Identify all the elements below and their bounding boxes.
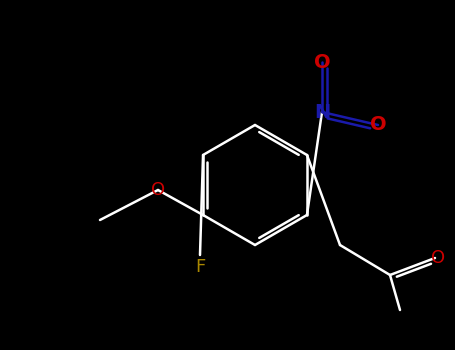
Text: O: O: [151, 181, 165, 199]
Text: O: O: [313, 52, 330, 71]
Text: F: F: [195, 258, 205, 276]
Text: O: O: [369, 116, 386, 134]
Text: N: N: [314, 103, 330, 121]
Text: O: O: [431, 249, 445, 267]
